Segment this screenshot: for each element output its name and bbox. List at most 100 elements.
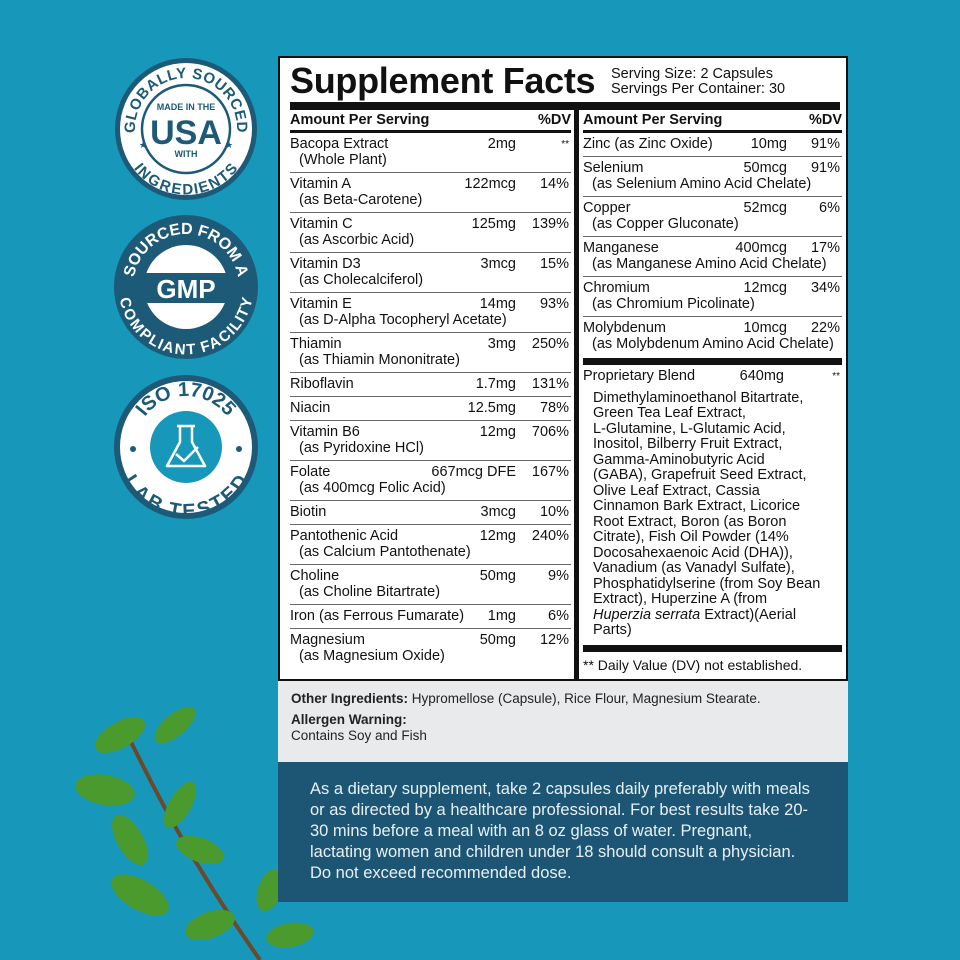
plant-leaves-image xyxy=(75,706,314,960)
blend-line: Vanadium (as Vanadyl Sulfate), xyxy=(593,560,795,576)
nutrient-label: Folate xyxy=(290,464,331,480)
blend-line: Huperzia serrata Extract)(Aerial xyxy=(593,607,842,624)
nutrient-source: (as Magnesium Oxide) xyxy=(299,647,445,664)
nutrient-row: Manganese (as Manganese Amino Acid Chelat… xyxy=(583,237,842,277)
right-nutrient-column: Amount Per Serving %DV Zinc (as Zinc Oxid… xyxy=(583,110,842,673)
nutrient-source: (as Thiamin Mononitrate) xyxy=(299,351,460,368)
nutrient-row: Magnesium (as Magnesium Oxide) 50mg 12% xyxy=(290,629,571,669)
nutrient-label: Pantothenic Acid xyxy=(290,528,399,544)
header-dv: %DV xyxy=(537,112,571,128)
header-amount: Amount Per Serving xyxy=(583,112,723,128)
allergen-text: Contains Soy and Fish xyxy=(291,728,427,743)
blend-name: Proprietary Blend xyxy=(583,368,696,384)
svg-text:WITH: WITH xyxy=(175,149,198,159)
other-ingredients-section: Other Ingredients: Hypromellose (Capsule… xyxy=(278,681,848,762)
nutrient-amount: 2mg xyxy=(487,136,516,152)
nutrient-name: Niacin xyxy=(290,400,571,420)
nutrient-dv: 91% xyxy=(810,136,840,152)
nutrient-label: Vitamin E xyxy=(290,296,352,312)
nutrient-name: Choline (as Choline Bitartrate) xyxy=(290,568,571,604)
nutrient-label: Niacin xyxy=(290,400,331,416)
nutrient-name: Vitamin B6 (as Pyridoxine HCl) xyxy=(290,424,571,460)
nutrient-dv: 706% xyxy=(531,424,569,440)
blend-line: Citrate), Fish Oil Powder (14% xyxy=(593,529,789,545)
nutrient-name: Molybdenum (as Molybdenum Amino Acid Chel… xyxy=(583,320,842,357)
nutrient-amount: 10mcg xyxy=(743,320,787,336)
nutrient-row: Vitamin E (as D-Alpha Tocopheryl Acetate)… xyxy=(290,293,571,333)
nutrient-row: Vitamin B6 (as Pyridoxine HCl) 12mg 706% xyxy=(290,421,571,461)
blend-dv: ** xyxy=(832,371,840,382)
nutrient-source: (as Copper Gluconate) xyxy=(592,215,739,232)
nutrient-label: Magnesium xyxy=(290,632,365,648)
nutrient-row: Molybdenum (as Molybdenum Amino Acid Chel… xyxy=(583,317,842,357)
nutrient-name: Folate (as 400mcg Folic Acid) xyxy=(290,464,571,500)
other-ingredients-text: Hypromellose (Capsule), Rice Flour, Magn… xyxy=(408,691,761,706)
supplement-facts-label: Supplement Facts Serving Size: 2 Capsule… xyxy=(278,56,848,681)
nutrient-label: Selenium xyxy=(583,160,644,176)
thick-divider xyxy=(583,358,842,365)
nutrient-source: (as 400mcg Folic Acid) xyxy=(299,479,446,496)
nutrient-row: Copper (as Copper Gluconate) 52mcg 6% xyxy=(583,197,842,237)
nutrient-row: Chromium (as Chromium Picolinate) 12mcg 34% xyxy=(583,277,842,317)
facts-title: Supplement Facts xyxy=(290,60,596,101)
other-ingredients: Other Ingredients: Hypromellose (Capsule… xyxy=(291,691,835,707)
nutrient-label: Iron (as Ferrous Fumarate) xyxy=(290,608,465,624)
nutrient-label: Vitamin C xyxy=(290,216,353,232)
nutrient-dv: 9% xyxy=(548,568,569,584)
header-amount: Amount Per Serving xyxy=(290,112,430,128)
nutrient-amount: 1.7mg xyxy=(475,376,516,392)
nutrient-row: Selenium (as Selenium Amino Acid Chelate)… xyxy=(583,157,842,197)
nutrient-amount: 10mg xyxy=(750,136,787,152)
nutrient-row: Pantothenic Acid (as Calcium Pantothenate… xyxy=(290,525,571,565)
flask-check-icon xyxy=(165,424,207,468)
blend-line: L-Glutamine, L-Glutamic Acid, xyxy=(593,420,786,437)
nutrient-source: (as Ascorbic Acid) xyxy=(299,231,415,248)
nutrient-amount: 50mg xyxy=(479,632,516,648)
nutrient-amount: 50mg xyxy=(479,568,516,584)
directions-panel: As a dietary supplement, take 2 capsules… xyxy=(278,762,848,902)
nutrient-source: (as Pyridoxine HCl) xyxy=(299,439,424,456)
svg-text:★: ★ xyxy=(225,140,233,150)
nutrient-amount: 12mcg xyxy=(743,280,787,296)
nutrient-label: Molybdenum xyxy=(583,320,667,336)
svg-text:MADE IN THE: MADE IN THE xyxy=(157,102,216,112)
usa-badge: GLOBALLY SOURCED INGREDIENTS MADE IN THE… xyxy=(115,58,257,200)
blend-line: Inositol, Bilberry Fruit Extract, xyxy=(593,436,783,452)
nutrient-label: Choline xyxy=(290,568,340,584)
nutrient-dv: 91% xyxy=(810,160,840,176)
nutrient-amount: 3mg xyxy=(487,336,516,352)
svg-text:★: ★ xyxy=(139,140,147,150)
nutrient-label: Manganese xyxy=(583,240,659,256)
gmp-badge: SOURCED FROM A COMPLIANT FACILITY GMP xyxy=(114,215,258,359)
nutrient-dv: 14% xyxy=(539,176,569,192)
nutrient-label: Vitamin B6 xyxy=(290,424,360,440)
blend-line: Phosphatidylserine (from Soy Bean xyxy=(593,575,821,592)
header-dv: %DV xyxy=(808,112,842,128)
nutrient-row: Zinc (as Zinc Oxide) 10mg 91% xyxy=(583,133,842,157)
serving-size: Serving Size: 2 Capsules xyxy=(611,66,773,82)
blend-line: Root Extract, Boron (as Boron xyxy=(593,513,787,530)
nutrient-source: (as Molybdenum Amino Acid Chelate) xyxy=(592,335,834,352)
servings-per-container: Servings Per Container: 30 xyxy=(611,81,786,97)
nutrient-name: Zinc (as Zinc Oxide) xyxy=(583,136,842,156)
proprietary-blend-row: Proprietary Blend 640mg ** xyxy=(583,368,842,385)
nutrient-dv: 6% xyxy=(819,200,840,216)
nutrient-name: Biotin xyxy=(290,504,571,524)
nutrient-name: Copper (as Copper Gluconate) xyxy=(583,200,842,236)
nutrient-name: Selenium (as Selenium Amino Acid Chelate) xyxy=(583,160,842,196)
nutrient-dv: 167% xyxy=(531,464,569,480)
nutrient-name: Vitamin C (as Ascorbic Acid) xyxy=(290,216,571,252)
blend-line: Docosahexaenoic Acid (DHA)), xyxy=(593,544,793,561)
svg-text:GMP: GMP xyxy=(156,274,215,304)
allergen-label: Allergen Warning: xyxy=(291,712,407,727)
nutrient-name: Vitamin E (as D-Alpha Tocopheryl Acetate) xyxy=(290,296,571,332)
nutrient-name: Riboflavin xyxy=(290,376,571,396)
nutrient-label: Riboflavin xyxy=(290,376,354,392)
nutrient-amount: 400mcg xyxy=(735,240,787,256)
nutrient-dv: 12% xyxy=(539,632,569,648)
nutrient-name: Bacopa Extract (Whole Plant) xyxy=(290,136,571,172)
nutrient-source: (as Choline Bitartrate) xyxy=(299,583,441,600)
nutrient-source: (Whole Plant) xyxy=(299,151,387,168)
nutrient-dv: 139% xyxy=(531,216,569,232)
nutrient-dv: 240% xyxy=(531,528,569,544)
